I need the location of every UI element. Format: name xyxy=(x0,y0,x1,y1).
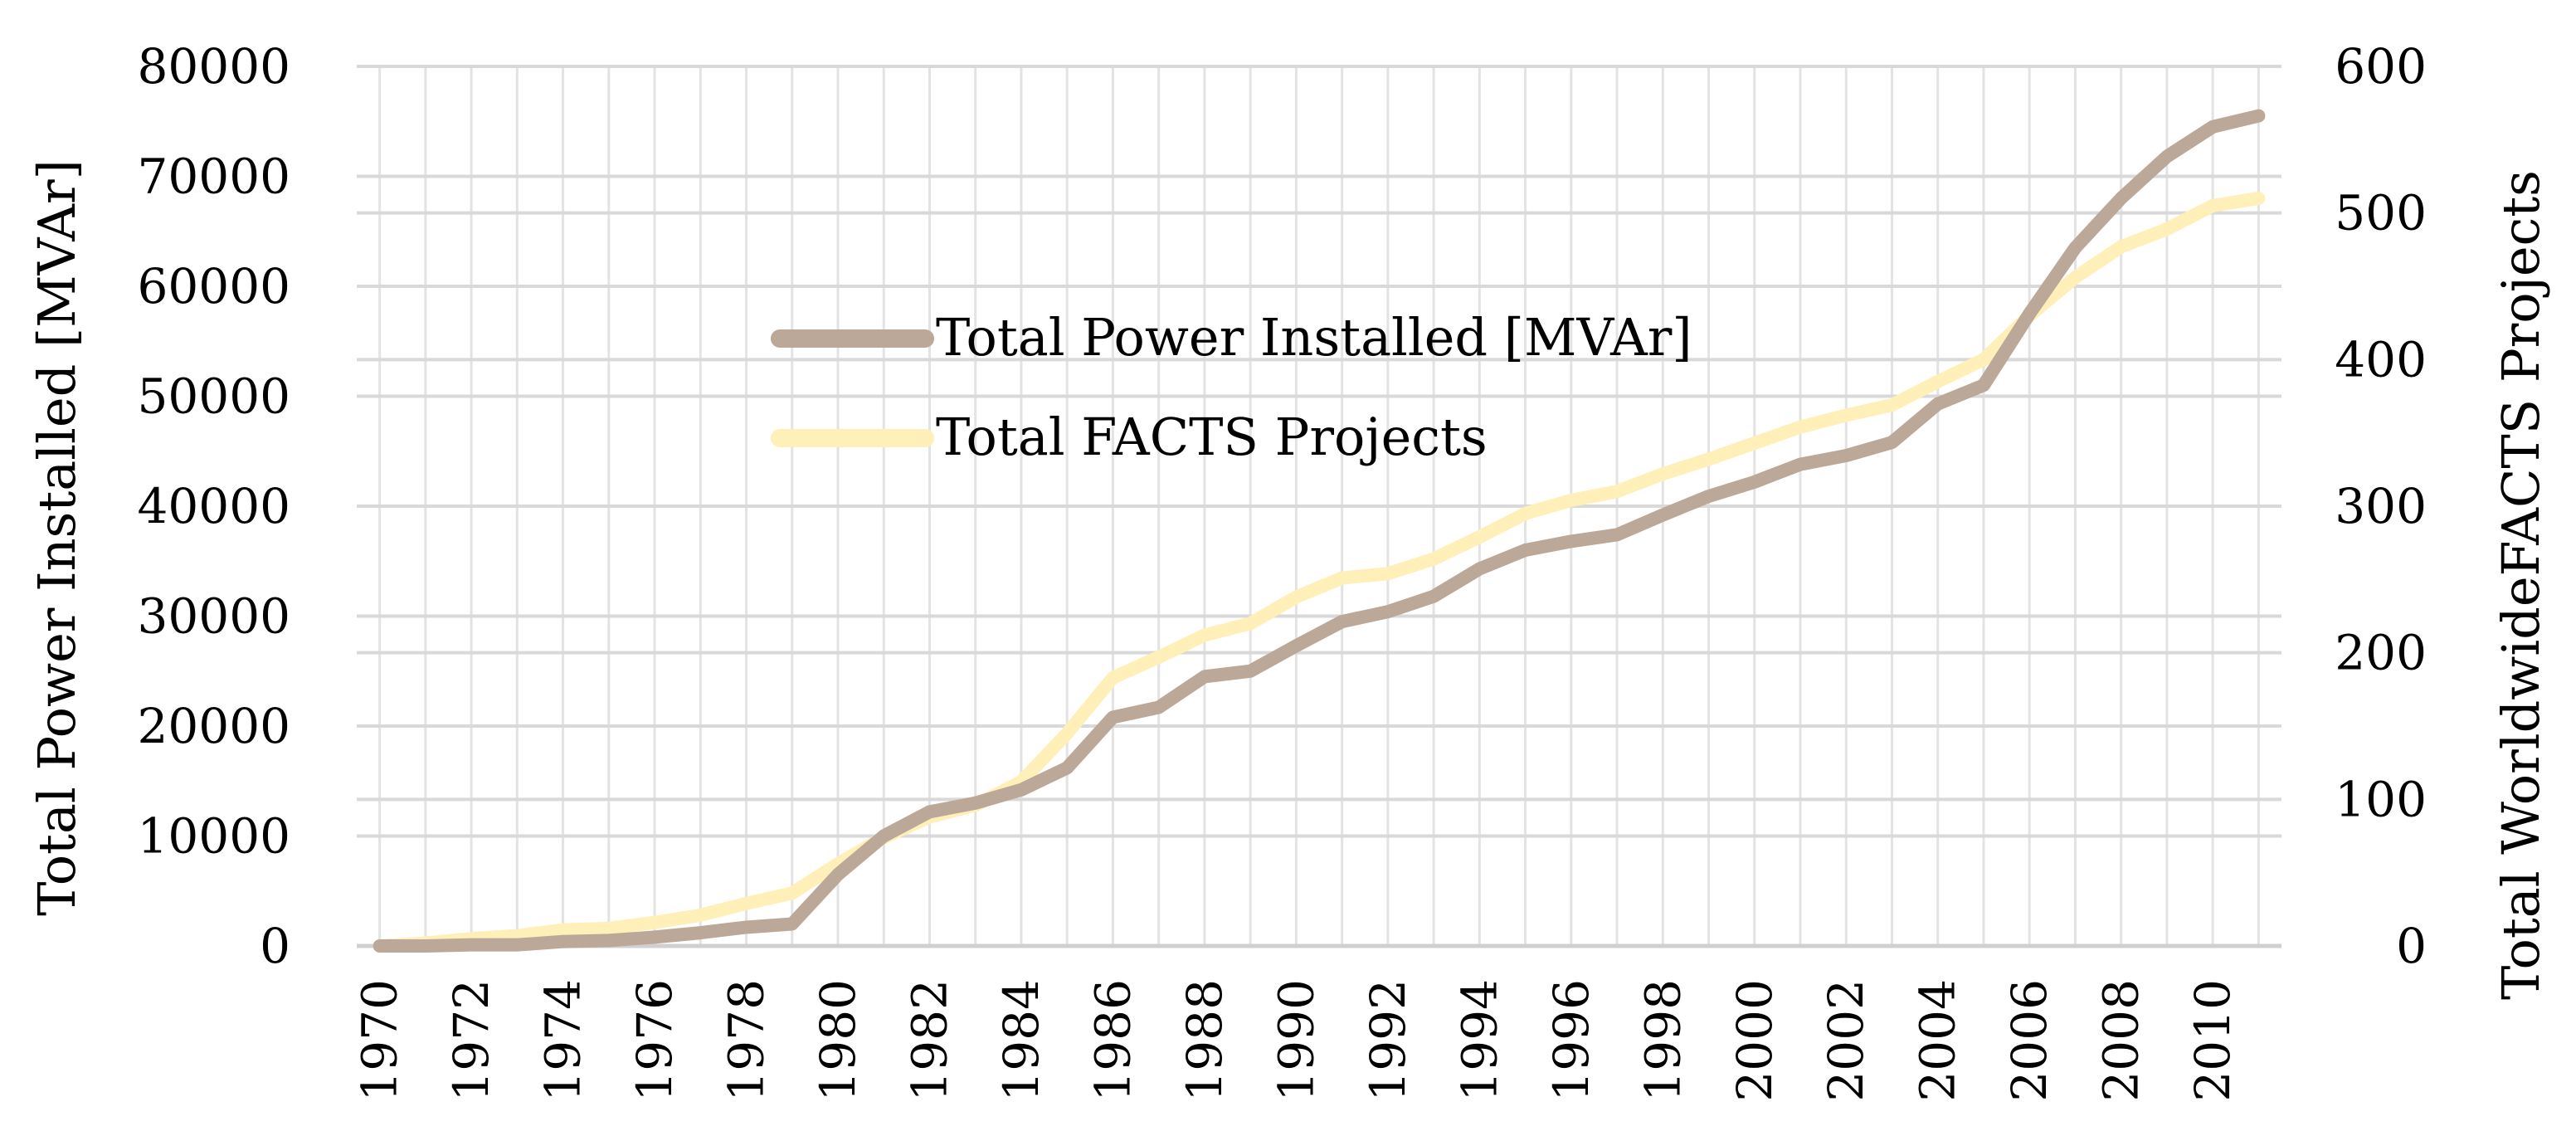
series-line-facts-projects xyxy=(373,192,2266,953)
x-tick-label: 1994 xyxy=(1451,979,1507,1102)
series-line-power-installed xyxy=(373,109,2266,953)
right-y-tick-label: 300 xyxy=(2335,478,2427,534)
right-y-tick-label: 100 xyxy=(2335,771,2427,827)
legend-label-power: Total Power Installed [MVAr] xyxy=(936,307,1692,368)
x-tick-label: 2008 xyxy=(2093,979,2150,1102)
right-y-tick-label: 500 xyxy=(2335,185,2427,241)
left-y-tick-label: 30000 xyxy=(137,588,290,645)
left-y-axis-title: Total Power Installed [MVAr] xyxy=(27,159,87,916)
right-y-axis: 0 100 200 300 400 500 600 xyxy=(2335,38,2427,974)
left-y-tick-label: 70000 xyxy=(137,149,290,205)
x-tick-label: 1982 xyxy=(901,979,957,1102)
x-tick-label: 1998 xyxy=(1634,979,1691,1102)
x-tick-label: 2000 xyxy=(1726,979,1783,1102)
legend-label-projects: Total FACTS Projects xyxy=(936,407,1488,467)
left-y-tick-label: 0 xyxy=(260,918,290,974)
x-tick-label: 1992 xyxy=(1360,979,1416,1102)
right-y-tick-label: 200 xyxy=(2335,625,2427,681)
left-y-tick-label: 40000 xyxy=(137,478,290,534)
series-lines xyxy=(373,109,2266,953)
x-tick-label: 2004 xyxy=(1910,979,1966,1102)
x-tick-label: 1972 xyxy=(443,979,499,1102)
left-y-tick-label: 20000 xyxy=(137,698,290,754)
x-tick-label: 1976 xyxy=(626,979,683,1102)
right-y-tick-label: 400 xyxy=(2335,331,2427,388)
x-tick-label: 2010 xyxy=(2184,979,2241,1102)
right-y-tick-label: 600 xyxy=(2335,38,2427,95)
x-axis: 1970 1972 1974 1976 1978 1980 1982 1984 1986 1988… xyxy=(352,979,2242,1102)
gridlines xyxy=(357,65,2281,948)
x-tick-label: 1974 xyxy=(535,979,592,1102)
right-y-tick-label: 0 xyxy=(2396,918,2427,974)
left-y-tick-label: 50000 xyxy=(137,368,290,425)
x-tick-label: 1984 xyxy=(993,979,1049,1102)
x-tick-label: 2006 xyxy=(2001,979,2057,1102)
left-y-axis: 0 10000 20000 30000 40000 50000 60000 70000 8000… xyxy=(137,38,290,974)
x-tick-label: 2002 xyxy=(1818,979,1874,1102)
right-y-axis-title: Total WorldwideFACTS Projects xyxy=(2491,170,2551,1000)
left-y-tick-label: 60000 xyxy=(137,258,290,314)
x-tick-label: 1980 xyxy=(810,979,866,1102)
x-tick-label: 1986 xyxy=(1084,979,1141,1102)
x-tick-label: 1978 xyxy=(718,979,775,1102)
x-tick-label: 1970 xyxy=(352,979,408,1102)
left-y-tick-label: 10000 xyxy=(137,808,290,865)
x-tick-label: 1990 xyxy=(1268,979,1324,1102)
x-tick-label: 1996 xyxy=(1543,979,1600,1102)
x-tick-label: 1988 xyxy=(1176,979,1233,1102)
left-y-tick-label: 80000 xyxy=(137,38,290,95)
legend: Total Power Installed [MVAr] Total FACTS… xyxy=(771,307,1692,467)
